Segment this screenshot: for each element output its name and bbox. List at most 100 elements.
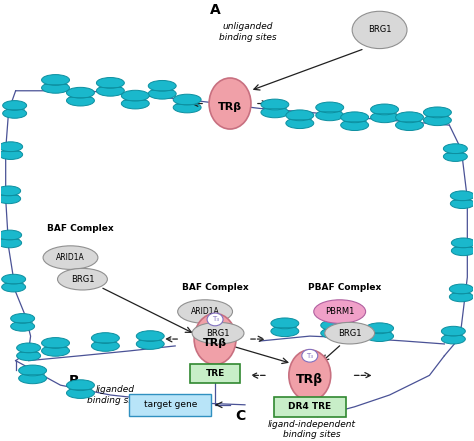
Ellipse shape (42, 75, 70, 86)
Text: TRβ: TRβ (203, 338, 227, 348)
Ellipse shape (207, 313, 223, 326)
Ellipse shape (450, 199, 474, 209)
Ellipse shape (96, 86, 124, 96)
Ellipse shape (365, 323, 393, 334)
Ellipse shape (450, 191, 474, 201)
Ellipse shape (3, 101, 27, 110)
Ellipse shape (57, 269, 108, 290)
Ellipse shape (148, 80, 176, 91)
Ellipse shape (91, 340, 119, 351)
Ellipse shape (137, 339, 164, 349)
Ellipse shape (371, 112, 399, 123)
Ellipse shape (0, 186, 21, 196)
Ellipse shape (43, 246, 98, 269)
Ellipse shape (321, 328, 349, 339)
FancyBboxPatch shape (129, 394, 211, 415)
Text: PBRM1: PBRM1 (325, 307, 355, 316)
Ellipse shape (316, 110, 344, 121)
Ellipse shape (178, 300, 233, 323)
Ellipse shape (194, 314, 236, 365)
Ellipse shape (66, 380, 94, 391)
Text: ARID1A: ARID1A (191, 307, 219, 316)
Ellipse shape (42, 345, 70, 356)
Text: ARID1A: ARID1A (56, 253, 85, 262)
Ellipse shape (121, 98, 149, 109)
Ellipse shape (121, 90, 149, 101)
Ellipse shape (449, 284, 474, 294)
Ellipse shape (451, 246, 474, 256)
Ellipse shape (0, 149, 23, 160)
Ellipse shape (173, 102, 201, 113)
Ellipse shape (2, 274, 26, 284)
Ellipse shape (341, 112, 369, 123)
Ellipse shape (286, 118, 314, 129)
Text: C: C (235, 408, 245, 422)
Text: BAF Complex: BAF Complex (47, 224, 114, 233)
Ellipse shape (314, 300, 365, 323)
Ellipse shape (286, 110, 314, 121)
Ellipse shape (3, 108, 27, 118)
Ellipse shape (18, 373, 46, 384)
Text: B: B (69, 374, 79, 388)
Ellipse shape (395, 112, 423, 123)
Ellipse shape (261, 107, 289, 118)
Ellipse shape (341, 120, 369, 131)
Ellipse shape (0, 238, 22, 248)
FancyBboxPatch shape (274, 397, 346, 417)
Ellipse shape (192, 322, 244, 344)
Ellipse shape (443, 144, 467, 153)
Ellipse shape (173, 94, 201, 105)
Ellipse shape (321, 320, 349, 331)
Ellipse shape (66, 87, 94, 98)
Text: BRG1: BRG1 (71, 275, 94, 284)
Text: BRG1: BRG1 (368, 26, 392, 34)
Ellipse shape (289, 350, 331, 401)
Text: T₃: T₃ (306, 353, 313, 359)
Ellipse shape (441, 334, 465, 344)
Text: A: A (210, 3, 221, 17)
Ellipse shape (325, 322, 374, 344)
Text: liganded
binding sites: liganded binding sites (87, 385, 144, 405)
Ellipse shape (91, 333, 119, 344)
Text: unliganded
binding sites: unliganded binding sites (219, 22, 277, 41)
Ellipse shape (42, 337, 70, 348)
Ellipse shape (395, 120, 423, 131)
Text: TRE: TRE (205, 369, 225, 378)
Text: T₃: T₃ (211, 317, 219, 322)
Text: BRG1: BRG1 (206, 329, 230, 338)
Text: DR4 TRE: DR4 TRE (288, 402, 331, 411)
Ellipse shape (371, 104, 399, 115)
Ellipse shape (66, 95, 94, 106)
Ellipse shape (302, 349, 318, 362)
Ellipse shape (11, 314, 35, 323)
Text: TRβ: TRβ (218, 102, 242, 112)
Text: BAF Complex: BAF Complex (182, 283, 248, 292)
Ellipse shape (66, 388, 94, 398)
Ellipse shape (2, 282, 26, 292)
Ellipse shape (316, 102, 344, 113)
Ellipse shape (451, 238, 474, 248)
Ellipse shape (0, 230, 22, 240)
Ellipse shape (423, 115, 451, 126)
Ellipse shape (352, 11, 407, 49)
Ellipse shape (271, 326, 299, 336)
Ellipse shape (11, 321, 35, 331)
Ellipse shape (0, 194, 21, 204)
FancyBboxPatch shape (190, 363, 240, 383)
Text: ligand-independent
binding sites: ligand-independent binding sites (268, 420, 356, 439)
Text: target gene: target gene (144, 400, 197, 409)
Ellipse shape (365, 331, 393, 341)
Ellipse shape (449, 292, 474, 302)
Ellipse shape (443, 152, 467, 161)
Ellipse shape (209, 78, 251, 129)
Ellipse shape (148, 88, 176, 99)
Ellipse shape (423, 107, 451, 118)
Ellipse shape (17, 343, 41, 353)
Ellipse shape (0, 142, 23, 152)
Ellipse shape (17, 351, 41, 361)
Ellipse shape (271, 318, 299, 329)
Ellipse shape (42, 82, 70, 93)
Text: TRβ: TRβ (296, 373, 323, 386)
Ellipse shape (96, 78, 124, 88)
Ellipse shape (441, 326, 465, 336)
